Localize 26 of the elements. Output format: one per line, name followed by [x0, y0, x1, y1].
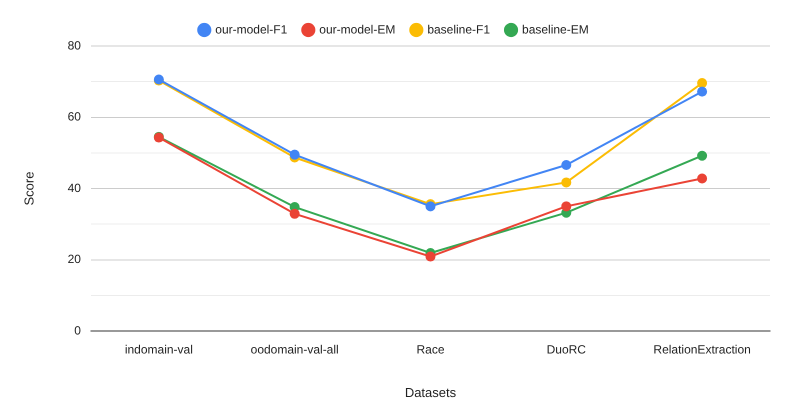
y-axis-title: Score	[21, 172, 36, 206]
x-tick-label: oodomain-val-all	[250, 342, 339, 357]
legend-label: our-model-EM	[319, 22, 396, 36]
x-axis-title: Datasets	[404, 384, 457, 400]
y-tick-label: 0	[74, 323, 82, 338]
legend-label: our-model-F1	[215, 22, 288, 36]
y-tick-label: 60	[68, 110, 82, 124]
legend-label: baseline-F1	[427, 22, 490, 36]
x-tick-label: Race	[416, 342, 445, 357]
x-tick-label: indomain-val	[124, 342, 193, 357]
point	[425, 252, 436, 262]
point	[697, 86, 708, 97]
point	[561, 201, 572, 212]
point	[561, 177, 572, 188]
point	[697, 150, 708, 161]
y-tick-label: 20	[68, 252, 82, 266]
point	[561, 160, 572, 170]
y-tick-label: 80	[68, 38, 82, 52]
point	[290, 150, 300, 160]
legend-label: baseline-EM	[522, 22, 589, 36]
point	[697, 78, 708, 88]
x-tick-label: RelationExtraction	[653, 342, 751, 357]
x-tick-label: DuoRC	[546, 342, 586, 357]
y-tick-label: 40	[68, 180, 82, 195]
point	[697, 174, 708, 184]
point	[290, 208, 300, 219]
